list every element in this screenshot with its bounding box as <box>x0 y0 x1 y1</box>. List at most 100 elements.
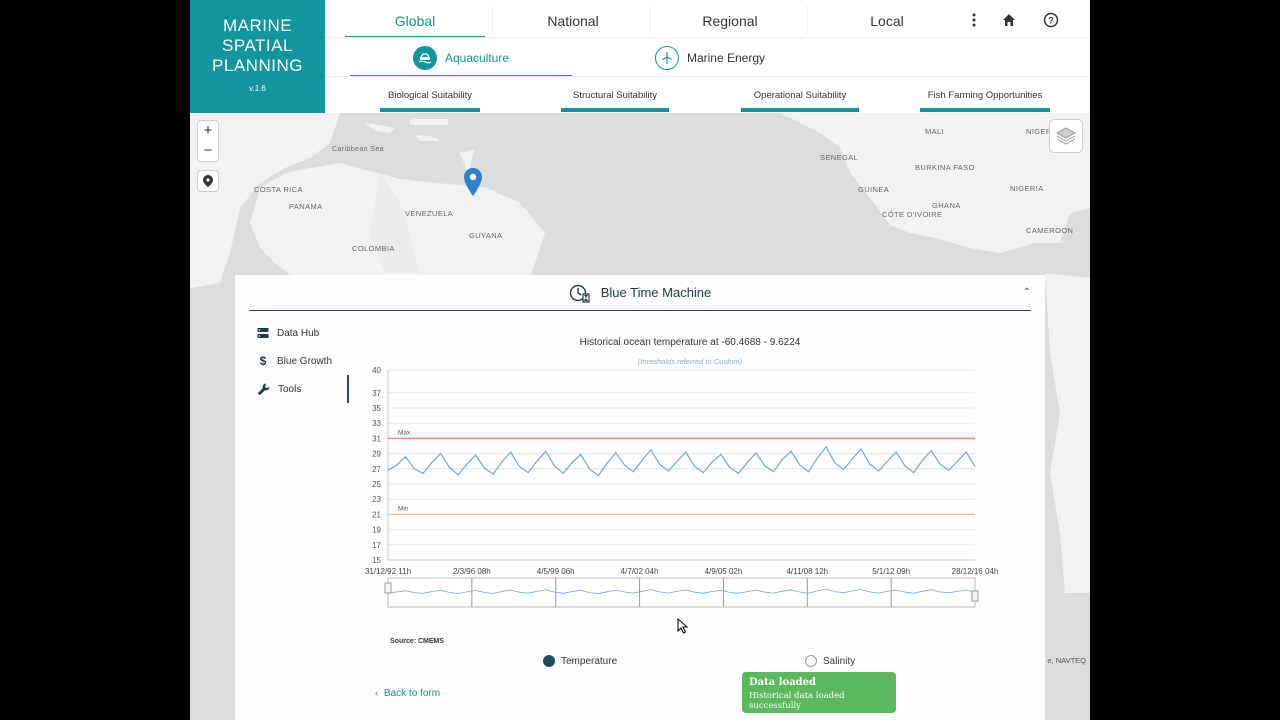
panel-header[interactable]: Blue Time Machine <box>249 275 1031 311</box>
map-label: COLOMBIA <box>352 244 395 253</box>
app: MARINE SPATIAL PLANNING v.1.6 Global Nat… <box>190 0 1090 720</box>
radio-unselected-icon <box>805 655 817 667</box>
tab-regional[interactable]: Regional <box>702 13 758 29</box>
map-label: BURKINA FASO <box>915 163 975 172</box>
threshold-label: Max <box>398 429 411 436</box>
tab-operational-suitability[interactable]: Operational Suitability <box>710 84 890 112</box>
x-tick-label: 4/9/05 02h <box>705 567 743 576</box>
y-tick-label: 25 <box>372 480 381 489</box>
tab-fish-farming-opportunities-label: Fish Farming Opportunities <box>927 90 1043 101</box>
y-tick-label: 17 <box>372 541 381 550</box>
zoom-in-button[interactable]: + <box>203 122 213 139</box>
y-tick-label: 31 <box>372 434 381 443</box>
tab-aquaculture[interactable]: Aquaculture <box>350 40 572 76</box>
navigator-series-line <box>387 588 976 595</box>
x-tick-label: 4/7/02 04h <box>621 567 659 576</box>
legend-salinity[interactable]: Salinity <box>805 655 855 667</box>
toast-notification[interactable]: Data loaded Historical data loaded succe… <box>742 672 896 713</box>
y-tick-label: 37 <box>372 389 381 398</box>
home-icon[interactable] <box>1002 12 1016 33</box>
tab-national[interactable]: National <box>547 13 599 29</box>
brand-version: v.1.6 <box>249 84 266 93</box>
brand-title-line3: PLANNING <box>212 56 303 75</box>
x-tick-label: 4/11/08 12h <box>786 567 828 576</box>
wind-turbine-icon <box>654 45 679 70</box>
tab-biological-suitability[interactable]: Biological Suitability <box>340 84 520 112</box>
collapse-icon[interactable]: ⌃ <box>1022 287 1031 298</box>
aquaculture-icon <box>412 45 437 70</box>
panel-nav: Data Hub $ Blue Growth Tools <box>249 319 349 403</box>
tab-operational-suitability-label: Operational Suitability <box>753 90 847 101</box>
navigator-handle-left <box>384 582 392 594</box>
panel-title: Blue Time Machine <box>600 285 712 300</box>
chart-source: Source: CMEMS <box>390 638 445 645</box>
nav-tools[interactable]: Tools <box>249 375 349 403</box>
time-machine-icon <box>569 284 590 303</box>
x-tick-label: 31/12/92 11h <box>365 567 411 576</box>
legend-temperature[interactable]: Temperature <box>543 655 617 667</box>
tab-global[interactable]: Global <box>345 0 485 37</box>
map-label: NIGERIA <box>1010 184 1044 193</box>
map-label: GUINEA <box>858 185 890 194</box>
x-tick-label: 2/3/96 08h <box>453 567 491 576</box>
dollar-icon: $ <box>259 354 267 368</box>
tab-fish-farming-opportunities[interactable]: Fish Farming Opportunities <box>895 84 1075 112</box>
nav-blue-growth[interactable]: $ Blue Growth <box>249 347 349 375</box>
x-tick-label: 5/1/12 09h <box>872 567 910 576</box>
map-label: CAMEROON <box>1026 226 1074 235</box>
map-label: GUYANA <box>469 231 503 240</box>
help-icon[interactable]: ? <box>1043 12 1059 33</box>
temperature-chart[interactable]: 15 17 19 21 23 25 27 29 31 33 35 37 40 31/12/92 11h 2/… <box>353 365 1033 635</box>
x-tick-label: 4/5/99 06h <box>537 567 575 576</box>
app-logo[interactable]: MARINE SPATIAL PLANNING v.1.6 <box>190 0 325 113</box>
brand-title-line2: SPATIAL <box>222 36 293 55</box>
map-land <box>190 113 1090 593</box>
map-label: SENEGAL <box>820 153 859 162</box>
y-tick-label: 35 <box>372 404 381 413</box>
tab-marine-energy[interactable]: Marine Energy <box>585 40 835 75</box>
chart-title: Historical ocean temperature at -60.4688… <box>579 337 801 348</box>
map-label: NIGER <box>1026 127 1052 136</box>
blue-time-machine-panel: Blue Time Machine ⌃ Data Hub $ Blue Grow… <box>235 275 1045 720</box>
layers-icon <box>1056 127 1076 145</box>
zoom-out-button[interactable]: − <box>203 142 213 159</box>
toast-title: Data loaded <box>749 677 817 688</box>
navigator-handle-right <box>971 590 979 602</box>
navigator-frame <box>387 577 976 608</box>
map-label: PANAMA <box>289 202 323 211</box>
map-label: GHANA <box>932 201 961 210</box>
map-label: COSTA RICA <box>254 185 303 194</box>
toast-message: Historical data loaded successfully <box>749 691 845 711</box>
layers-button[interactable] <box>1050 120 1082 152</box>
tab-marine-energy-label: Marine Energy <box>686 50 766 65</box>
mouse-cursor-icon <box>677 618 689 634</box>
legend-salinity-label: Salinity <box>823 655 856 667</box>
chart-subtitle: (thresholds referred to Custom) <box>637 357 743 366</box>
y-tick-label: 27 <box>372 465 381 474</box>
nav-tools-label: Tools <box>278 383 302 395</box>
map-label: VENEZUELA <box>405 209 454 218</box>
brand-title-line1: MARINE <box>222 16 293 35</box>
temperature-series-line <box>387 445 976 477</box>
svg-text:?: ? <box>1048 16 1054 26</box>
back-to-form-label: Back to form <box>383 688 441 699</box>
map-marker-icon[interactable] <box>464 168 482 196</box>
tab-structural-suitability[interactable]: Structural Suitability <box>525 84 705 112</box>
tab-local[interactable]: Local <box>870 13 904 29</box>
nav-blue-growth-label: Blue Growth <box>277 355 333 367</box>
tab-biological-suitability-label: Biological Suitability <box>388 90 472 101</box>
locate-button[interactable] <box>198 171 218 191</box>
nav-data-hub[interactable]: Data Hub <box>249 319 349 347</box>
y-tick-label: 33 <box>372 419 381 428</box>
more-vertical-icon[interactable] <box>969 12 979 33</box>
wrench-icon <box>257 383 270 395</box>
scope-tabs: Global National Regional Local <box>340 0 1090 37</box>
threshold-label: Min <box>398 505 409 512</box>
back-to-form-link[interactable]: ‹ Back to form <box>375 688 440 699</box>
x-tick-label: 28/12/16 04h <box>952 567 999 576</box>
map-attribution[interactable]: e, NAVTEQ <box>1047 656 1086 665</box>
map-label: MALI <box>925 127 945 136</box>
map[interactable]: Caribbean Sea COSTA RICA PANAMA VENEZUEL… <box>190 113 1090 720</box>
y-tick-label: 21 <box>372 510 381 519</box>
y-tick-label: 29 <box>372 450 381 459</box>
